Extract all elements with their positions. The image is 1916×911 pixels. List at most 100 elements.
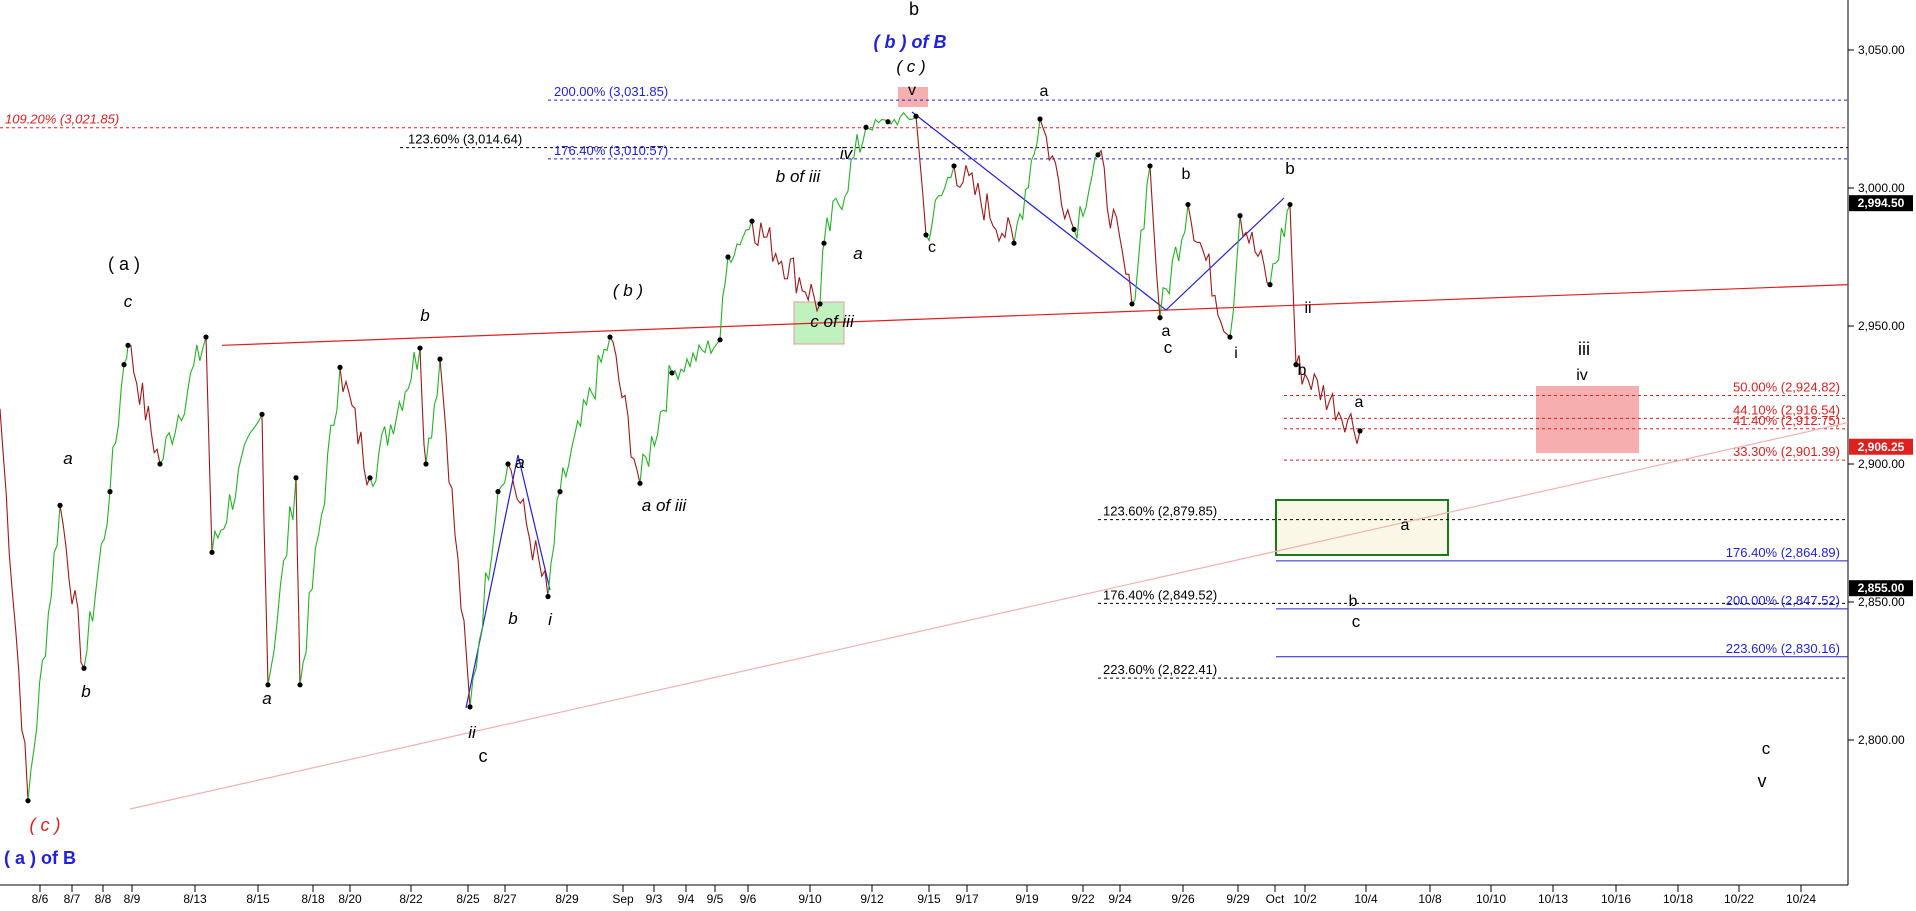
fib-level-label: 123.60% (3,014.64) [408, 132, 522, 147]
price-down-leg [1239, 215, 1271, 286]
y-tick-label: 2,850.00 [1858, 595, 1905, 609]
wave-label: c [124, 292, 133, 311]
wave-label: b [81, 682, 90, 701]
x-tick-label: 8/18 [301, 892, 325, 906]
swing-point [1129, 301, 1135, 307]
swing-points [25, 113, 1363, 804]
wave-label: b [420, 306, 429, 325]
wave-label: c [928, 239, 936, 256]
swing-point [1095, 152, 1101, 158]
y-tick-label: 3,000.00 [1858, 181, 1905, 195]
swing-point [717, 337, 723, 343]
x-tick-label: 8/7 [64, 892, 81, 906]
wave-label: ( b ) of B [874, 32, 947, 52]
price-up-leg [123, 345, 129, 365]
wave-label: a of iii [642, 496, 688, 515]
price-up-leg [1131, 165, 1151, 305]
swing-point [203, 334, 209, 340]
x-tick-label: 9/26 [1171, 892, 1195, 906]
swing-point [1293, 362, 1299, 368]
x-tick-label: 9/12 [860, 892, 884, 906]
x-tick-label: 8/22 [399, 892, 423, 906]
x-tick-label: 8/20 [338, 892, 362, 906]
fib-level-label: 123.60% (2,879.85) [1103, 504, 1217, 519]
fib-level-label: 200.00% (2,847.52) [1726, 593, 1840, 608]
price-tag [1849, 195, 1913, 212]
x-tick-label: 9/24 [1108, 892, 1132, 906]
fib-level-label: 109.20% (3,021.85) [5, 112, 119, 127]
price-up-leg [925, 165, 955, 243]
price-down-leg [1039, 118, 1075, 230]
x-tick-label: 9/5 [707, 892, 724, 906]
price-up-leg [1229, 215, 1241, 338]
wave-iv-target-zone [1536, 386, 1639, 453]
swing-point [1011, 240, 1017, 246]
wave-label: ( b ) [613, 281, 643, 300]
x-tick-label: 8/29 [555, 892, 579, 906]
price-up-leg [639, 365, 673, 484]
price-up-leg [865, 118, 889, 131]
price-up-leg [299, 367, 341, 685]
fib-level-label: 200.00% (3,031.85) [554, 84, 668, 99]
price-down-leg [915, 116, 927, 235]
swing-point [367, 475, 373, 481]
x-tick-label: 10/22 [1724, 892, 1754, 906]
wave-label: b [1349, 593, 1358, 610]
wave-label: a [262, 689, 271, 708]
x-tick-label: 9/19 [1015, 892, 1039, 906]
swing-point [637, 480, 643, 486]
price-down-leg [507, 463, 549, 597]
swing-point [505, 461, 511, 467]
price-down-leg [0, 408, 29, 801]
wave-label: b [508, 609, 517, 628]
price-tag [1849, 580, 1913, 597]
wave-label: ii [468, 723, 477, 742]
swing-point [1357, 428, 1363, 434]
swing-point [423, 461, 429, 467]
swing-point [337, 364, 343, 370]
swing-point [1237, 213, 1243, 219]
price-up-leg [83, 491, 111, 669]
x-tick-label: 10/2 [1293, 892, 1317, 906]
price-up-leg [27, 505, 61, 801]
x-tick-label: 8/27 [493, 892, 517, 906]
swing-point [1037, 116, 1043, 122]
price-up-leg [159, 336, 207, 465]
y-axis-ticks: 2,800.00 2,850.00 2,900.00 2,950.00 3,000.00… [1848, 43, 1905, 747]
x-tick-label: 10/8 [1418, 892, 1442, 906]
wave-label: b [1285, 159, 1294, 178]
x-tick-label: 8/8 [95, 892, 112, 906]
wave-label: c [1352, 612, 1361, 631]
x-tick-label: 10/24 [1786, 892, 1816, 906]
trendline [221, 284, 1849, 346]
x-tick-label: 10/16 [1601, 892, 1631, 906]
price-down-leg [1289, 204, 1297, 365]
swing-point [293, 475, 299, 481]
price-down-leg [953, 165, 1015, 244]
fib-level-label: 33.30% (2,901.39) [1733, 444, 1840, 459]
wave-label: b of iii [776, 167, 822, 186]
price-down-leg [751, 221, 821, 313]
x-tick-label: 8/9 [124, 892, 141, 906]
c-target-zone [898, 87, 928, 107]
fib-levels: 200.00% (3,031.85) 109.20% (3,021.85) 123.… [0, 84, 1848, 679]
wave-label: iv [840, 144, 854, 163]
swing-point [157, 461, 163, 467]
price-tag-label: 2,906.25 [1858, 440, 1905, 454]
y-tick-label: 2,900.00 [1858, 457, 1905, 471]
swing-point [1227, 334, 1233, 340]
swing-point [437, 356, 443, 362]
wave-label: ( c ) of B [0, 0, 32, 4]
fib-level-label: 176.40% (2,849.52) [1103, 587, 1217, 602]
price-tags: 2,994.50 2,906.25 2,855.00 [1849, 195, 1913, 597]
x-tick-label: Oct [1266, 892, 1285, 906]
x-tick-label: 9/4 [678, 892, 695, 906]
price-up-leg [727, 220, 753, 264]
swing-point [209, 549, 215, 555]
swing-point [913, 113, 919, 119]
x-tick-label: 10/18 [1663, 892, 1693, 906]
swing-point [923, 232, 929, 238]
price-up-leg [1013, 118, 1041, 244]
